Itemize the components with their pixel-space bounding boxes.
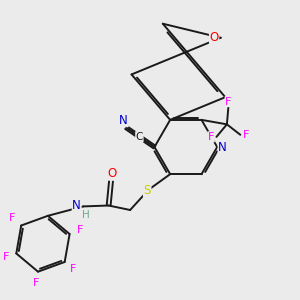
Text: O: O (108, 167, 117, 180)
Text: F: F (225, 97, 232, 106)
Text: N: N (72, 199, 81, 212)
Text: N: N (218, 140, 227, 154)
Text: F: F (77, 225, 83, 235)
Text: F: F (70, 264, 76, 274)
Text: O: O (209, 31, 219, 44)
Text: C: C (136, 132, 143, 142)
Text: N: N (119, 114, 128, 127)
Text: F: F (208, 132, 214, 142)
Text: F: F (33, 278, 39, 288)
Text: F: F (242, 130, 249, 140)
Text: H: H (82, 210, 90, 220)
Text: F: F (9, 213, 16, 223)
Text: F: F (2, 252, 9, 262)
Text: S: S (143, 184, 151, 197)
